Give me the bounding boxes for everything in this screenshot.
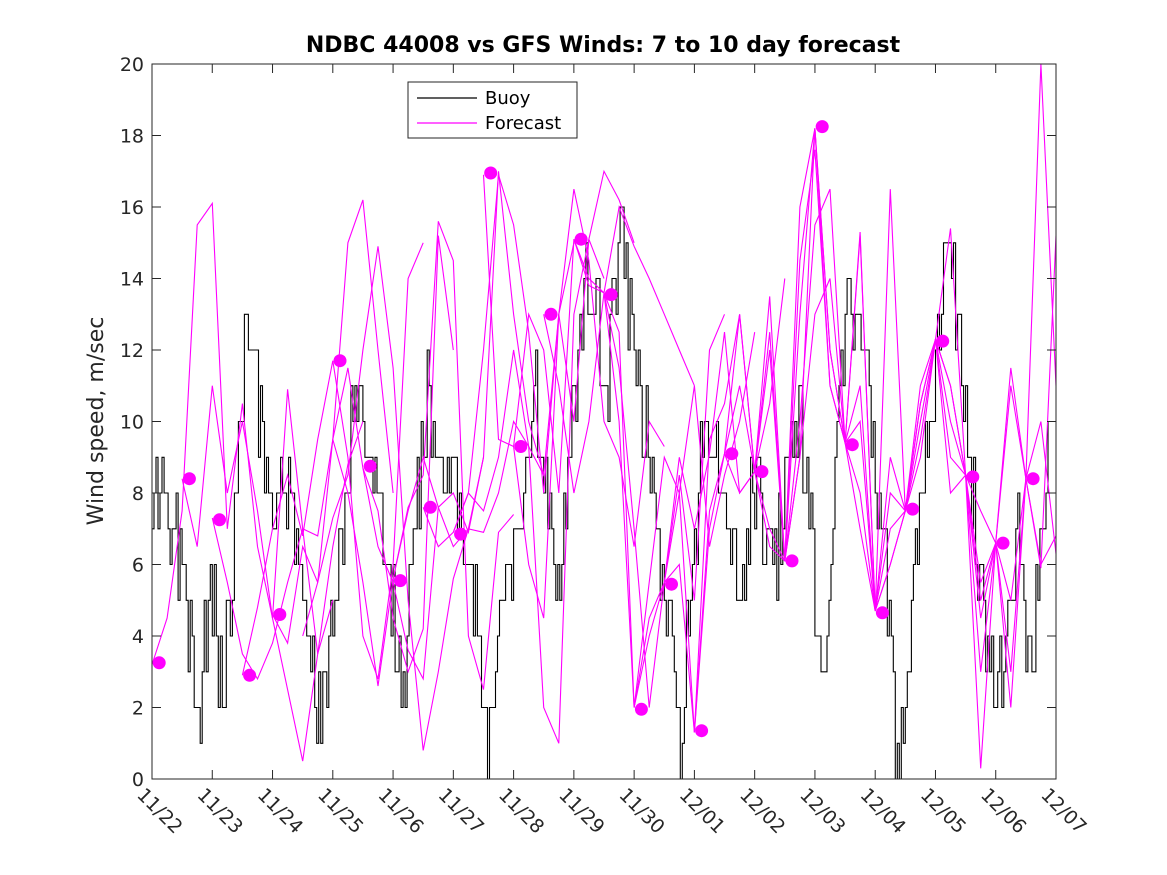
y-tick-label: 18 (120, 126, 144, 148)
forecast-point-13 (544, 307, 558, 321)
forecast-point-26 (936, 334, 950, 348)
forecast-point-11 (484, 166, 498, 180)
forecast-line-11 (452, 169, 635, 533)
y-tick-label: 8 (132, 483, 144, 505)
forecast-line-28 (965, 421, 1056, 672)
forecast-point-21 (785, 554, 799, 568)
forecast-point-25 (906, 502, 920, 516)
forecast-point-2 (182, 472, 196, 486)
forecast-point-14 (574, 232, 588, 246)
forecast-line-7 (332, 221, 515, 690)
forecast-point-20 (755, 465, 769, 479)
forecast-point-17 (665, 577, 678, 591)
y-tick-label: 12 (120, 340, 144, 362)
forecast-line-8 (362, 171, 545, 681)
forecast-point-6 (333, 354, 347, 368)
forecast-point-29 (1026, 472, 1040, 486)
legend-box (407, 81, 578, 139)
forecast-point-15 (604, 288, 618, 302)
forecast-line-14 (543, 292, 726, 708)
legend-label: Buoy (485, 88, 531, 109)
forecast-point-19 (725, 447, 739, 461)
forecast-point-10 (454, 527, 468, 541)
forecast-point-24 (875, 606, 889, 620)
forecast-point-22 (815, 120, 829, 134)
forecast-point-8 (393, 574, 407, 588)
y-tick-label: 2 (132, 698, 144, 720)
forecast-point-28 (996, 536, 1010, 550)
forecast-point-23 (845, 438, 859, 452)
legend-label: Forecast (485, 113, 561, 134)
y-tick-label: 14 (120, 269, 144, 291)
forecast-point-3 (213, 513, 226, 527)
y-tick-label: 10 (120, 412, 144, 434)
forecast-line-4 (241, 242, 424, 680)
forecast-line-2 (181, 385, 364, 762)
y-tick-label: 4 (132, 626, 144, 648)
forecast-point-9 (423, 500, 437, 514)
forecast-point-12 (514, 440, 528, 453)
plot-area (152, 64, 1056, 779)
y-tick-label: 20 (120, 54, 144, 76)
y-tick-label: 6 (132, 555, 144, 577)
forecast-point-4 (243, 668, 257, 682)
chart-title: NDBC 44008 vs GFS Winds: 7 to 10 day for… (306, 33, 901, 58)
y-tick-label: 0 (132, 769, 144, 791)
forecast-point-27 (966, 470, 980, 484)
forecast-point-5 (273, 608, 287, 621)
forecast-point-7 (363, 459, 377, 473)
legend: Buoy Forecast (407, 81, 578, 139)
y-axis-label: Wind speed, m/sec (84, 317, 109, 526)
forecast-line-6 (302, 246, 485, 751)
forecast-point-1 (152, 656, 166, 670)
forecast-point-16 (634, 702, 648, 716)
forecast-point-18 (695, 724, 709, 738)
forecast-line-9 (392, 242, 575, 579)
y-tick-label: 16 (120, 197, 144, 219)
forecast-line-3 (211, 199, 394, 681)
series-group (152, 64, 1056, 779)
